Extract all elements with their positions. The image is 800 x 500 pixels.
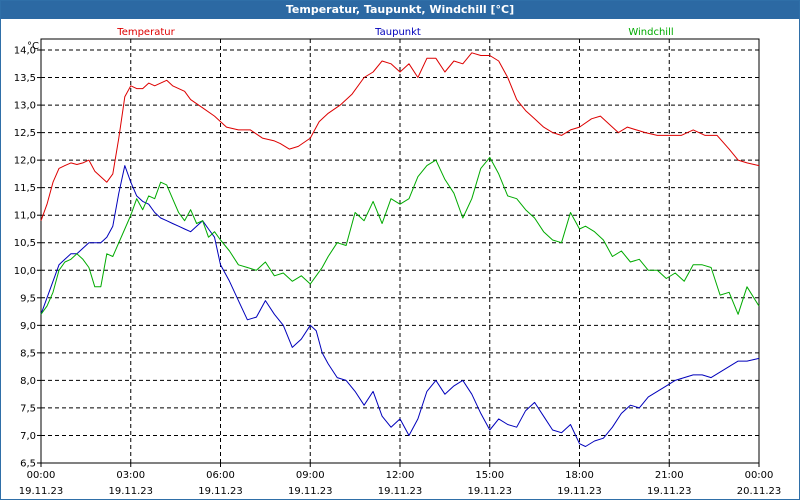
y-tick-label: 9,5 [20,293,36,304]
series-line-temperatur [40,52,760,221]
x-tick-time-label: 09:00 [296,470,325,481]
x-tick-time-label: 21:00 [655,470,684,481]
legend-label-taupunkt: Taupunkt [374,27,421,38]
x-tick-date-label: 19.11.23 [467,486,512,497]
x-tick-date-label: 19.11.23 [288,486,333,497]
series-lines [40,52,760,447]
y-tick-label: 8,5 [20,348,36,359]
legend: Temperatur Taupunkt Windchill [116,27,673,38]
x-tick-time-label: 00:00 [27,470,56,481]
x-tick-time-label: 12:00 [386,470,415,481]
y-tick-label: 14,0 [14,46,36,57]
y-tick-label: 12,5 [14,128,36,139]
y-tick-label: 7,0 [20,431,36,442]
y-tick-label: 13,5 [14,73,36,84]
legend-label-windchill: Windchill [628,27,673,38]
x-tick-time-label: 06:00 [206,470,235,481]
x-tick-time-label: 18:00 [565,470,594,481]
legend-label-temperatur: Temperatur [116,27,175,38]
x-tick-time-label: 00:00 [745,470,774,481]
x-tick-time-label: 15:00 [475,470,504,481]
x-tick-date-label: 19.11.23 [108,486,153,497]
x-tick-date-label: 19.11.23 [378,486,423,497]
y-tick-label: 12,0 [14,156,36,167]
x-tick-time-label: 03:00 [116,470,145,481]
y-tick-label: 11,0 [14,211,36,222]
y-tick-label: 7,5 [20,403,36,414]
y-tick-label: 9,0 [20,321,36,332]
x-tick-date-label: 19.11.23 [19,486,64,497]
grid-lines [41,39,759,464]
x-tick-date-label: 19.11.23 [198,486,243,497]
x-tick-date-label: 19.11.23 [647,486,692,497]
y-tick-label: 13,0 [14,101,36,112]
y-unit-label: °C [27,41,39,52]
series-line-taupunkt [40,165,760,447]
y-tick-label: 6,5 [20,459,36,470]
y-tick-label: 10,0 [14,266,36,277]
y-tick-label: 10,5 [14,238,36,249]
x-axis: 00:00 19.11.23 03:00 19.11.23 06:00 19.11.23 0… [19,463,782,497]
y-axis: 6,5 7,0 7,5 8,0 8,5 9,0 9,5 10,0 10,5 11,0 11,5 12,… [14,46,41,470]
window-title: Temperatur, Taupunkt, Windchill [°C] [1,1,799,19]
y-tick-label: 8,0 [20,376,36,387]
x-tick-date-label: 20.11.23 [737,486,782,497]
y-tick-label: 11,5 [14,183,36,194]
x-tick-date-label: 19.11.23 [557,486,602,497]
series-line-windchill [40,156,760,315]
